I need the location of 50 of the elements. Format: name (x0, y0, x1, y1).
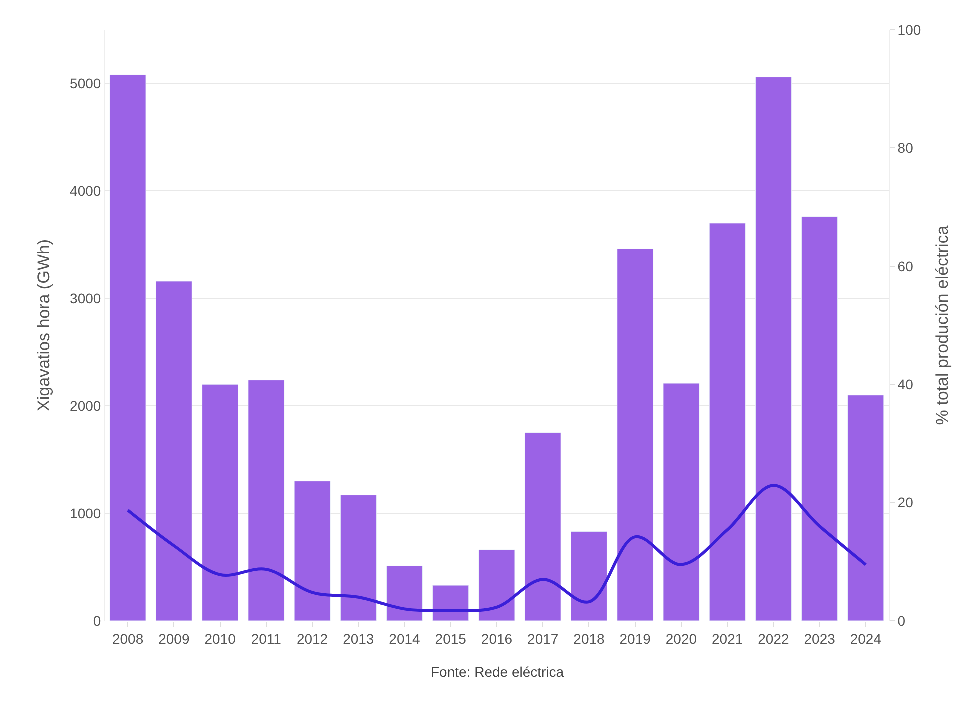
x-tick-label: 2020 (666, 630, 698, 647)
bar (802, 216, 838, 621)
x-tick-label: 2023 (804, 630, 836, 647)
x-tick-label: 2024 (850, 630, 882, 647)
bar (709, 223, 746, 621)
bar (110, 74, 146, 621)
x-tick-label: 2010 (204, 630, 236, 647)
bar (386, 566, 423, 621)
bar (524, 432, 562, 621)
y2-tick-label: 80 (898, 140, 914, 156)
bar (156, 281, 192, 621)
y-tick-label: 5000 (70, 76, 102, 92)
x-tick-label: 2022 (758, 630, 790, 647)
bar (432, 585, 470, 621)
bar (617, 248, 654, 621)
y2-tick-label: 40 (898, 376, 914, 392)
x-tick-label: 2013 (343, 630, 374, 647)
x-tick-label: 2017 (528, 630, 559, 647)
y2-tick-label: 0 (898, 612, 906, 629)
bar (571, 532, 608, 621)
y2-tick-label: 20 (898, 494, 914, 511)
bar (755, 77, 792, 621)
source-note: Fonte: Rede eléctrica (431, 664, 564, 680)
bar (478, 550, 516, 621)
y-tick-label: 4000 (70, 183, 102, 200)
x-tick-label: 2019 (620, 630, 652, 647)
x-tick-label: 2008 (112, 630, 144, 647)
y-tick-label: 1000 (70, 505, 102, 522)
x-tick-label: 2011 (251, 630, 282, 647)
bar (294, 481, 331, 621)
y-tick-label: 2000 (70, 398, 102, 414)
y-tick-label: 0 (93, 612, 102, 629)
y2-tick-label: 100 (898, 22, 922, 38)
x-tick-label: 2016 (481, 630, 513, 647)
bar (340, 495, 377, 621)
line-series (126, 484, 868, 613)
bar (663, 383, 700, 621)
x-tick-label: 2009 (158, 630, 190, 647)
y-axis-title: Xigavatios hora (GWh) (34, 240, 54, 412)
bar (848, 395, 884, 621)
bar (248, 380, 285, 621)
bar (202, 384, 239, 621)
x-tick-label: 2015 (435, 630, 467, 647)
x-tick-label: 2012 (296, 630, 328, 647)
y2-axis-title: % total produción eléctrica (932, 225, 952, 426)
x-tick-label: 2021 (712, 630, 744, 647)
x-tick-label: 2018 (574, 630, 606, 647)
x-tick-label: 2014 (389, 630, 421, 647)
y2-tick-label: 60 (898, 258, 914, 274)
y-tick-label: 3000 (70, 290, 102, 307)
